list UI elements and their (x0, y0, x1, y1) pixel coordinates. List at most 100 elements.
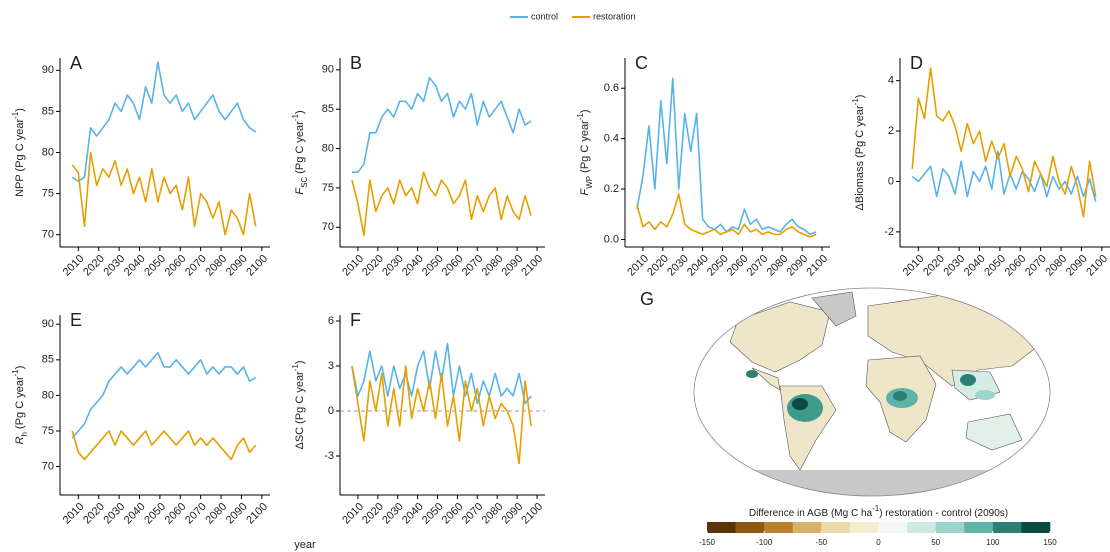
y-tick-label: 70 (42, 460, 54, 472)
x-tick-label: 2030 (665, 253, 691, 279)
label-part: -1 (576, 113, 585, 121)
y-tick-label: -3 (324, 450, 334, 462)
colorbar-swatch (992, 522, 1022, 533)
colorbar-swatch (907, 522, 936, 533)
y-tick-label: 70 (322, 221, 334, 233)
tropical-gain (746, 370, 758, 378)
label-part: ΔBiomass (Pg C year (854, 105, 866, 210)
x-tick-label: 2090 (1064, 253, 1090, 279)
panel-letter: B (350, 53, 362, 73)
panel: A707580859020102020203020402050206020702… (11, 53, 270, 279)
x-tick-label: 2090 (500, 501, 526, 527)
x-tick-label: 2060 (440, 501, 466, 527)
colorbar-tick-label: -150 (699, 538, 716, 547)
y-axis-label: ΔBiomass (Pg C year-1) (851, 95, 866, 211)
x-tick-label: 2040 (400, 253, 426, 279)
series-line (911, 150, 1097, 202)
panel: B707580859020102020203020402050206020702… (291, 53, 546, 279)
panel: F -3 0 3 6 2010202020302040205020602070208020… (291, 310, 546, 527)
x-tick-label: 2040 (400, 501, 426, 527)
x-axis-label: year (294, 539, 316, 551)
y-tick-label: 0 (888, 175, 894, 187)
x-tick-label: 2060 (163, 501, 189, 527)
x-tick-label: 2030 (102, 253, 128, 279)
x-tick-label: 2100 (244, 253, 270, 279)
label-part: NPP (Pg C year (14, 119, 26, 197)
label-part: ) restoration - control (2090s) (879, 508, 1008, 519)
x-tick-label: 2020 (645, 253, 671, 279)
colorbar-tick-label: -100 (756, 538, 773, 547)
series-line (351, 365, 532, 465)
label-part: ) (294, 360, 306, 364)
label-part: -1 (851, 98, 860, 106)
y-tick-label: 90 (42, 318, 54, 330)
x-tick-label: 2020 (360, 501, 386, 527)
series-line (636, 77, 817, 236)
y-tick-label: 90 (322, 64, 334, 76)
label-part: ) (854, 95, 866, 99)
label-part: -1 (11, 369, 20, 377)
x-tick-label: 2090 (785, 253, 811, 279)
colorbar-swatch (792, 522, 822, 533)
y-tick-label: -2 (884, 226, 894, 238)
y-tick-label: 70 (42, 229, 54, 241)
colorbar-tick-label: 150 (1043, 538, 1057, 547)
label-part: h (20, 432, 29, 436)
x-tick-label: 2080 (480, 253, 506, 279)
colorbar-tick-label: 100 (986, 538, 1000, 547)
map-outline (693, 287, 1051, 497)
y-tick-label: 80 (322, 142, 334, 154)
colorbar-swatch (764, 522, 794, 533)
x-tick-label: 2080 (203, 501, 229, 527)
y-tick-label: 75 (322, 182, 334, 194)
x-tick-label: 2020 (81, 501, 107, 527)
x-tick-label: 2100 (804, 253, 830, 279)
colorbar-swatch (735, 522, 765, 533)
label-part: -1 (11, 111, 20, 119)
label-part: R (14, 436, 26, 444)
x-tick-label: 2060 (440, 253, 466, 279)
label-part: WP (585, 176, 594, 189)
x-tick-label: 2010 (61, 253, 87, 279)
label-part: ΔSC (Pg C year (294, 371, 306, 450)
label-part: ) (579, 109, 591, 113)
series-line (911, 67, 1097, 218)
legend-label: restoration (593, 11, 636, 21)
series-line (71, 151, 257, 236)
x-tick-label: 2010 (340, 501, 366, 527)
series-line (636, 193, 817, 238)
panel-letter: D (910, 53, 923, 73)
series-line (71, 430, 257, 461)
panel-letter: C (635, 53, 648, 73)
x-tick-label: 2030 (380, 501, 406, 527)
label-part: SC (300, 177, 309, 188)
x-tick-label: 2070 (460, 253, 486, 279)
y-tick-label: 2 (888, 125, 894, 137)
label-part: F (294, 187, 306, 195)
x-tick-label: 2070 (745, 253, 771, 279)
x-tick-label: 2040 (122, 501, 148, 527)
y-tick-label: 0.4 (604, 133, 619, 145)
y-tick-label: 85 (322, 103, 334, 115)
panel-letter: F (350, 310, 361, 330)
tropical-gain (960, 374, 976, 386)
y-tick-label: 0 (328, 405, 334, 417)
x-tick-label: 2070 (1023, 253, 1049, 279)
colorbar-swatch (935, 522, 965, 533)
label-part: ) (294, 110, 306, 114)
x-tick-label: 2050 (142, 501, 168, 527)
y-tick-label: 80 (42, 146, 54, 158)
series-line (71, 61, 257, 183)
series-line (71, 351, 257, 439)
x-tick-label: 2010 (340, 253, 366, 279)
panel: D -2 0 2 4 2010202020302040205020602070208020… (851, 53, 1110, 279)
x-tick-label: 2010 (625, 253, 651, 279)
y-tick-label: 0.6 (604, 82, 619, 94)
greenland (811, 291, 857, 327)
x-tick-label: 2040 (122, 253, 148, 279)
colorbar-swatch (964, 522, 994, 533)
x-tick-label: 2010 (61, 501, 87, 527)
land (965, 413, 1023, 451)
